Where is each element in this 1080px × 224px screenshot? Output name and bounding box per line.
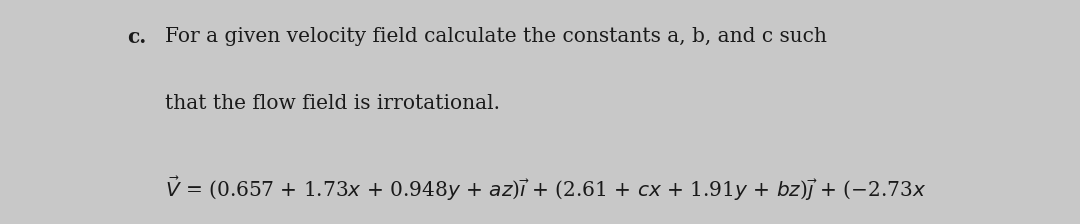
Text: that the flow field is irrotational.: that the flow field is irrotational.	[165, 94, 500, 113]
Text: c.: c.	[127, 27, 147, 47]
Text: For a given velocity field calculate the constants a, b, and c such: For a given velocity field calculate the…	[165, 27, 827, 46]
Text: $\vec{V}$ = (0.657 + 1.73$x$ + 0.948$y$ + $az$)$\vec{\imath}$ + (2.61 + $cx$ + 1: $\vec{V}$ = (0.657 + 1.73$x$ + 0.948$y$ …	[165, 175, 927, 203]
